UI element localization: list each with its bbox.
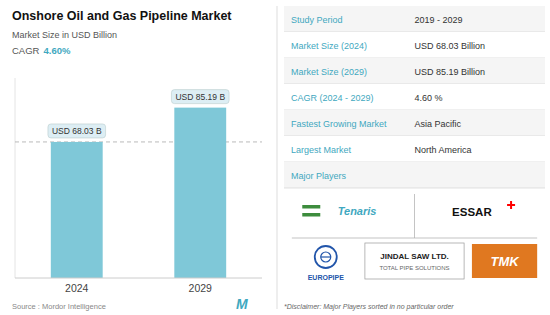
subtitle: Market Size in USD Billion bbox=[12, 30, 117, 40]
player-name: EUROPIPE bbox=[308, 274, 345, 281]
table-row bbox=[284, 32, 545, 58]
bar bbox=[174, 108, 226, 278]
table-divider bbox=[284, 188, 545, 189]
table-label: Study Period bbox=[291, 15, 343, 25]
logo-icon bbox=[302, 213, 320, 217]
table-value: North America bbox=[415, 145, 472, 155]
logo-icon bbox=[321, 256, 331, 257]
table-row bbox=[284, 136, 545, 162]
table-label: Fastest Growing Market bbox=[291, 119, 387, 129]
data-label-box bbox=[171, 90, 229, 104]
data-label: USD 68.03 B bbox=[52, 126, 102, 136]
source: Source : Mordor Intelligence bbox=[12, 302, 106, 311]
table-value: 4.60 % bbox=[415, 93, 443, 103]
table-row bbox=[284, 84, 545, 110]
table-row bbox=[284, 58, 545, 84]
player-name: JINDAL SAW LTD. bbox=[380, 252, 449, 261]
table-value: Asia Pacific bbox=[415, 119, 462, 129]
disclaimer: *Disclaimer: Major Players sorted in no … bbox=[284, 303, 454, 311]
x-tick-label: 2024 bbox=[65, 282, 89, 294]
table-row bbox=[284, 6, 545, 32]
table-label: Largest Market bbox=[291, 145, 352, 155]
logo-box bbox=[365, 243, 464, 279]
player-name: ESSAR bbox=[452, 206, 492, 218]
bar bbox=[51, 142, 103, 278]
table-row bbox=[284, 110, 545, 136]
table-row bbox=[284, 162, 545, 188]
plot-area bbox=[15, 108, 262, 278]
player-name: Tenaris bbox=[338, 205, 377, 217]
panel-divider bbox=[277, 6, 278, 309]
data-label-box bbox=[48, 124, 106, 138]
chart-container: Onshore Oil and Gas Pipeline Market Marke… bbox=[0, 0, 550, 315]
x-axis-line bbox=[15, 278, 262, 279]
y-axis-line bbox=[15, 78, 16, 278]
data-label: USD 85.19 B bbox=[175, 92, 225, 102]
table-value: USD 85.19 Billion bbox=[415, 67, 486, 77]
logo-box bbox=[472, 244, 537, 278]
logo-icon bbox=[315, 246, 337, 268]
logo-icon bbox=[321, 252, 331, 262]
background bbox=[0, 0, 550, 315]
cagr-value: 4.60% bbox=[43, 45, 70, 56]
players-divider bbox=[414, 194, 415, 238]
table-label: Major Players bbox=[291, 171, 347, 181]
logo-icon bbox=[302, 205, 320, 209]
player-name: TMK bbox=[490, 254, 520, 269]
cagr-label: CAGR bbox=[12, 45, 40, 56]
table-label: Market Size (2024) bbox=[291, 41, 367, 51]
table-label: CAGR (2024 - 2029) bbox=[291, 93, 374, 103]
logo-icon bbox=[510, 201, 512, 209]
player-tagline: TOTAL PIPE SOLUTIONS bbox=[379, 265, 449, 271]
table-label: Market Size (2029) bbox=[291, 67, 367, 77]
x-tick-label: 2029 bbox=[189, 282, 213, 294]
table-value: USD 68.03 Billion bbox=[415, 41, 486, 51]
table-value: 2019 - 2029 bbox=[415, 15, 463, 25]
chart: Onshore Oil and Gas Pipeline Market Marke… bbox=[0, 0, 550, 315]
logo: M bbox=[236, 296, 248, 312]
title: Onshore Oil and Gas Pipeline Market bbox=[12, 9, 232, 23]
